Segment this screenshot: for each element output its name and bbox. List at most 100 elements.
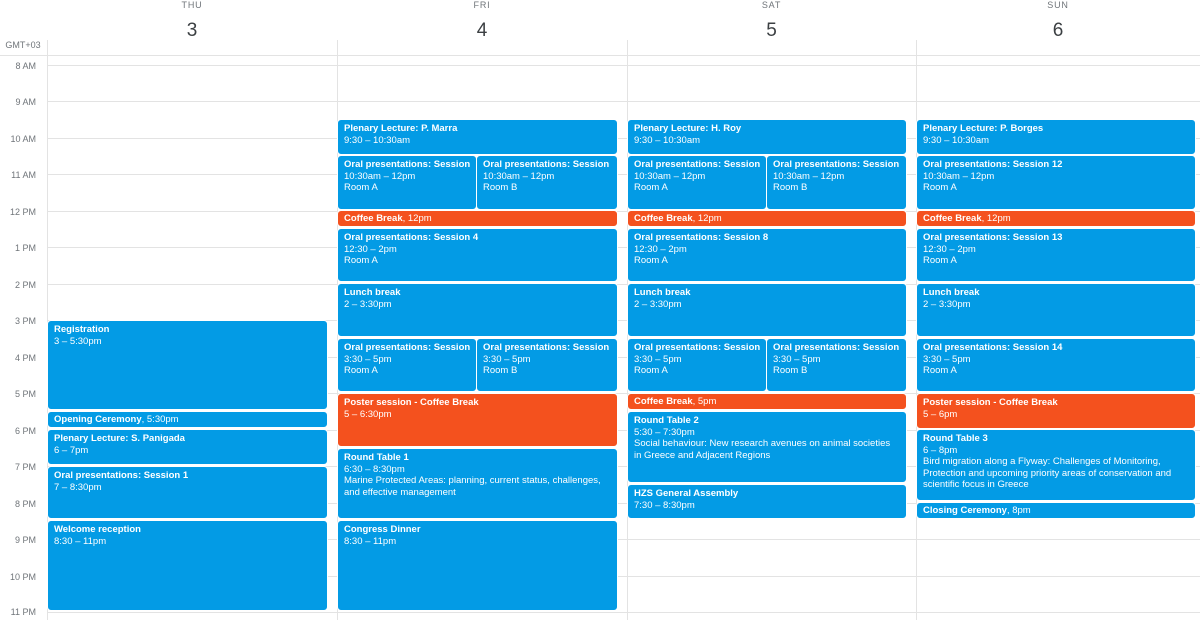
event-time: 3:30 – 5pm — [344, 353, 392, 365]
event-title: Lunch break — [634, 287, 691, 298]
hour-label: 9 AM — [15, 97, 36, 107]
event-round-table-1[interactable]: Round Table 1 6:30 – 8:30pm Marine Prote… — [337, 448, 618, 519]
hour-label: 10 PM — [9, 572, 36, 582]
event-time: 3 – 5:30pm — [54, 335, 102, 347]
event-plenary-marra[interactable]: Plenary Lecture: P. Marra 9:30 – 10:30am — [337, 119, 618, 155]
hour-label: 8 AM — [15, 61, 36, 71]
event-lunch-break[interactable]: Lunch break 2 – 3:30pm — [916, 283, 1196, 337]
day-header-thu[interactable]: THU 3 — [47, 0, 337, 55]
hour-line — [47, 65, 1200, 66]
day-number[interactable]: 4 — [476, 20, 488, 41]
event-congress-dinner[interactable]: Congress Dinner 8:30 – 11pm — [337, 520, 618, 611]
event-oral-session-9[interactable]: Oral presentations: Session 9 10:30am – … — [766, 155, 907, 210]
event-title: Oral presentations: Session 12 — [923, 159, 1063, 170]
event-oral-session-8[interactable]: Oral presentations: Session 8 12:30 – 2p… — [627, 228, 907, 282]
event-oral-session-2[interactable]: Oral presentations: Session 2 10:30am – … — [337, 155, 477, 210]
event-oral-session-14[interactable]: Oral presentations: Session 14 3:30 – 5p… — [916, 338, 1196, 392]
event-poster-session[interactable]: Poster session - Coffee Break 5 – 6:30pm — [337, 393, 618, 447]
hour-label: 11 PM — [10, 607, 36, 617]
event-title: Welcome reception — [54, 524, 141, 535]
day-header-fri[interactable]: FRI 4 — [337, 0, 627, 55]
event-oral-session-5[interactable]: Oral presentations: Session 5 10:30am – … — [476, 155, 618, 210]
event-oral-session-10[interactable]: Oral presentations: Session 10 3:30 – 5p… — [627, 338, 767, 392]
event-hzs-general-assembly[interactable]: HZS General Assembly 7:30 – 8:30pm — [627, 484, 907, 519]
event-time: 9:30 – 10:30am — [634, 134, 701, 146]
event-time: 8:30 – 11pm — [54, 535, 107, 547]
day-of-week: SUN — [1047, 0, 1069, 10]
header-divider — [0, 55, 1200, 56]
hour-label: 11 AM — [11, 170, 36, 180]
event-coffee-break[interactable]: Coffee Break, 12pm — [337, 210, 618, 227]
event-round-table-3[interactable]: Round Table 3 6 – 8pm Bird migration alo… — [916, 429, 1196, 501]
event-title: Poster session - Coffee Break — [344, 397, 479, 408]
event-title: Round Table 2 — [634, 415, 699, 426]
day-header-sun[interactable]: SUN 6 — [916, 0, 1200, 55]
event-oral-session-13[interactable]: Oral presentations: Session 13 12:30 – 2… — [916, 228, 1196, 282]
event-lunch-break[interactable]: Lunch break 2 – 3:30pm — [337, 283, 618, 337]
event-round-table-2[interactable]: Round Table 2 5:30 – 7:30pm Social behav… — [627, 411, 907, 483]
day-of-week: FRI — [473, 0, 491, 10]
event-plenary-roy[interactable]: Plenary Lecture: H. Roy 9:30 – 10:30am — [627, 119, 907, 155]
event-coffee-break[interactable]: Coffee Break, 5pm — [627, 393, 907, 410]
event-oral-session-12[interactable]: Oral presentations: Session 12 10:30am –… — [916, 155, 1196, 210]
event-lunch-break[interactable]: Lunch break 2 – 3:30pm — [627, 283, 907, 337]
event-welcome-reception[interactable]: Welcome reception 8:30 – 11pm — [47, 520, 328, 611]
event-title: Round Table 1 — [344, 452, 409, 463]
event-oral-session-4[interactable]: Oral presentations: Session 4 12:30 – 2p… — [337, 228, 618, 282]
event-title: Plenary Lecture: S. Panigada — [54, 433, 185, 444]
event-oral-session-1[interactable]: Oral presentations: Session 1 7 – 8:30pm — [47, 466, 328, 519]
day-number[interactable]: 3 — [186, 20, 198, 41]
event-time: 5 – 6pm — [923, 408, 958, 420]
event-title: Plenary Lecture: H. Roy — [634, 123, 742, 134]
event-title: Coffee Break — [634, 213, 693, 224]
event-plenary-panigada[interactable]: Plenary Lecture: S. Panigada 6 – 7pm — [47, 429, 328, 465]
event-room: Room A — [634, 255, 668, 266]
event-time: , 5:30pm — [141, 414, 179, 425]
event-title: Oral presentations: Session 11 — [773, 342, 900, 353]
event-title: Oral presentations: Session 3 — [344, 342, 470, 353]
event-time: 9:30 – 10:30am — [344, 134, 411, 146]
day-number[interactable]: 5 — [766, 20, 777, 41]
hour-label: 12 PM — [9, 207, 36, 217]
event-coffee-break[interactable]: Coffee Break, 12pm — [627, 210, 907, 227]
hour-line — [47, 211, 1200, 212]
event-title: Oral presentations: Session 7 — [634, 159, 760, 170]
event-room: Room A — [634, 365, 668, 376]
event-registration[interactable]: Registration 3 – 5:30pm — [47, 320, 328, 410]
event-description: Marine Protected Areas: planning, curren… — [344, 475, 601, 498]
hour-label: 6 PM — [14, 426, 36, 436]
hour-line — [47, 357, 1200, 358]
event-oral-session-11[interactable]: Oral presentations: Session 11 3:30 – 5p… — [766, 338, 907, 392]
event-time: 7 – 8:30pm — [54, 481, 102, 493]
hour-label: 9 PM — [14, 535, 36, 545]
event-title: Round Table 3 — [923, 433, 988, 444]
event-closing-ceremony[interactable]: Closing Ceremony, 8pm — [916, 502, 1196, 519]
event-title: Plenary Lecture: P. Borges — [923, 123, 1044, 134]
event-oral-session-3[interactable]: Oral presentations: Session 3 3:30 – 5pm… — [337, 338, 477, 392]
event-time: 10:30am – 12pm — [344, 170, 416, 182]
event-time: , 12pm — [692, 213, 722, 224]
event-coffee-break[interactable]: Coffee Break, 12pm — [916, 210, 1196, 227]
timezone-label: GMT+03 — [5, 40, 41, 50]
hour-line — [47, 612, 1200, 613]
event-plenary-borges[interactable]: Plenary Lecture: P. Borges 9:30 – 10:30a… — [916, 119, 1196, 155]
event-title: Oral presentations: Session 9 — [773, 159, 900, 170]
day-header-sat[interactable]: SAT 5 — [627, 0, 916, 55]
event-title: Closing Ceremony — [923, 505, 1007, 516]
event-room: Room B — [483, 365, 518, 376]
hour-line — [47, 466, 1200, 467]
event-room: Room B — [773, 182, 808, 193]
event-title: Lunch break — [344, 287, 401, 298]
event-oral-session-6[interactable]: Oral presentations: Session 6 3:30 – 5pm… — [476, 338, 618, 392]
event-poster-session[interactable]: Poster session - Coffee Break 5 – 6pm — [916, 393, 1196, 429]
event-oral-session-7[interactable]: Oral presentations: Session 7 10:30am – … — [627, 155, 767, 210]
event-time: 3:30 – 5pm — [923, 353, 971, 365]
hour-line — [47, 138, 1200, 139]
day-number[interactable]: 6 — [1052, 20, 1064, 41]
event-time: 12:30 – 2pm — [634, 243, 687, 255]
event-time: 3:30 – 5pm — [773, 353, 821, 365]
event-opening-ceremony[interactable]: Opening Ceremony, 5:30pm — [47, 411, 328, 428]
hour-line — [47, 247, 1200, 248]
event-room: Room A — [344, 365, 378, 376]
event-time: 10:30am – 12pm — [773, 170, 845, 182]
